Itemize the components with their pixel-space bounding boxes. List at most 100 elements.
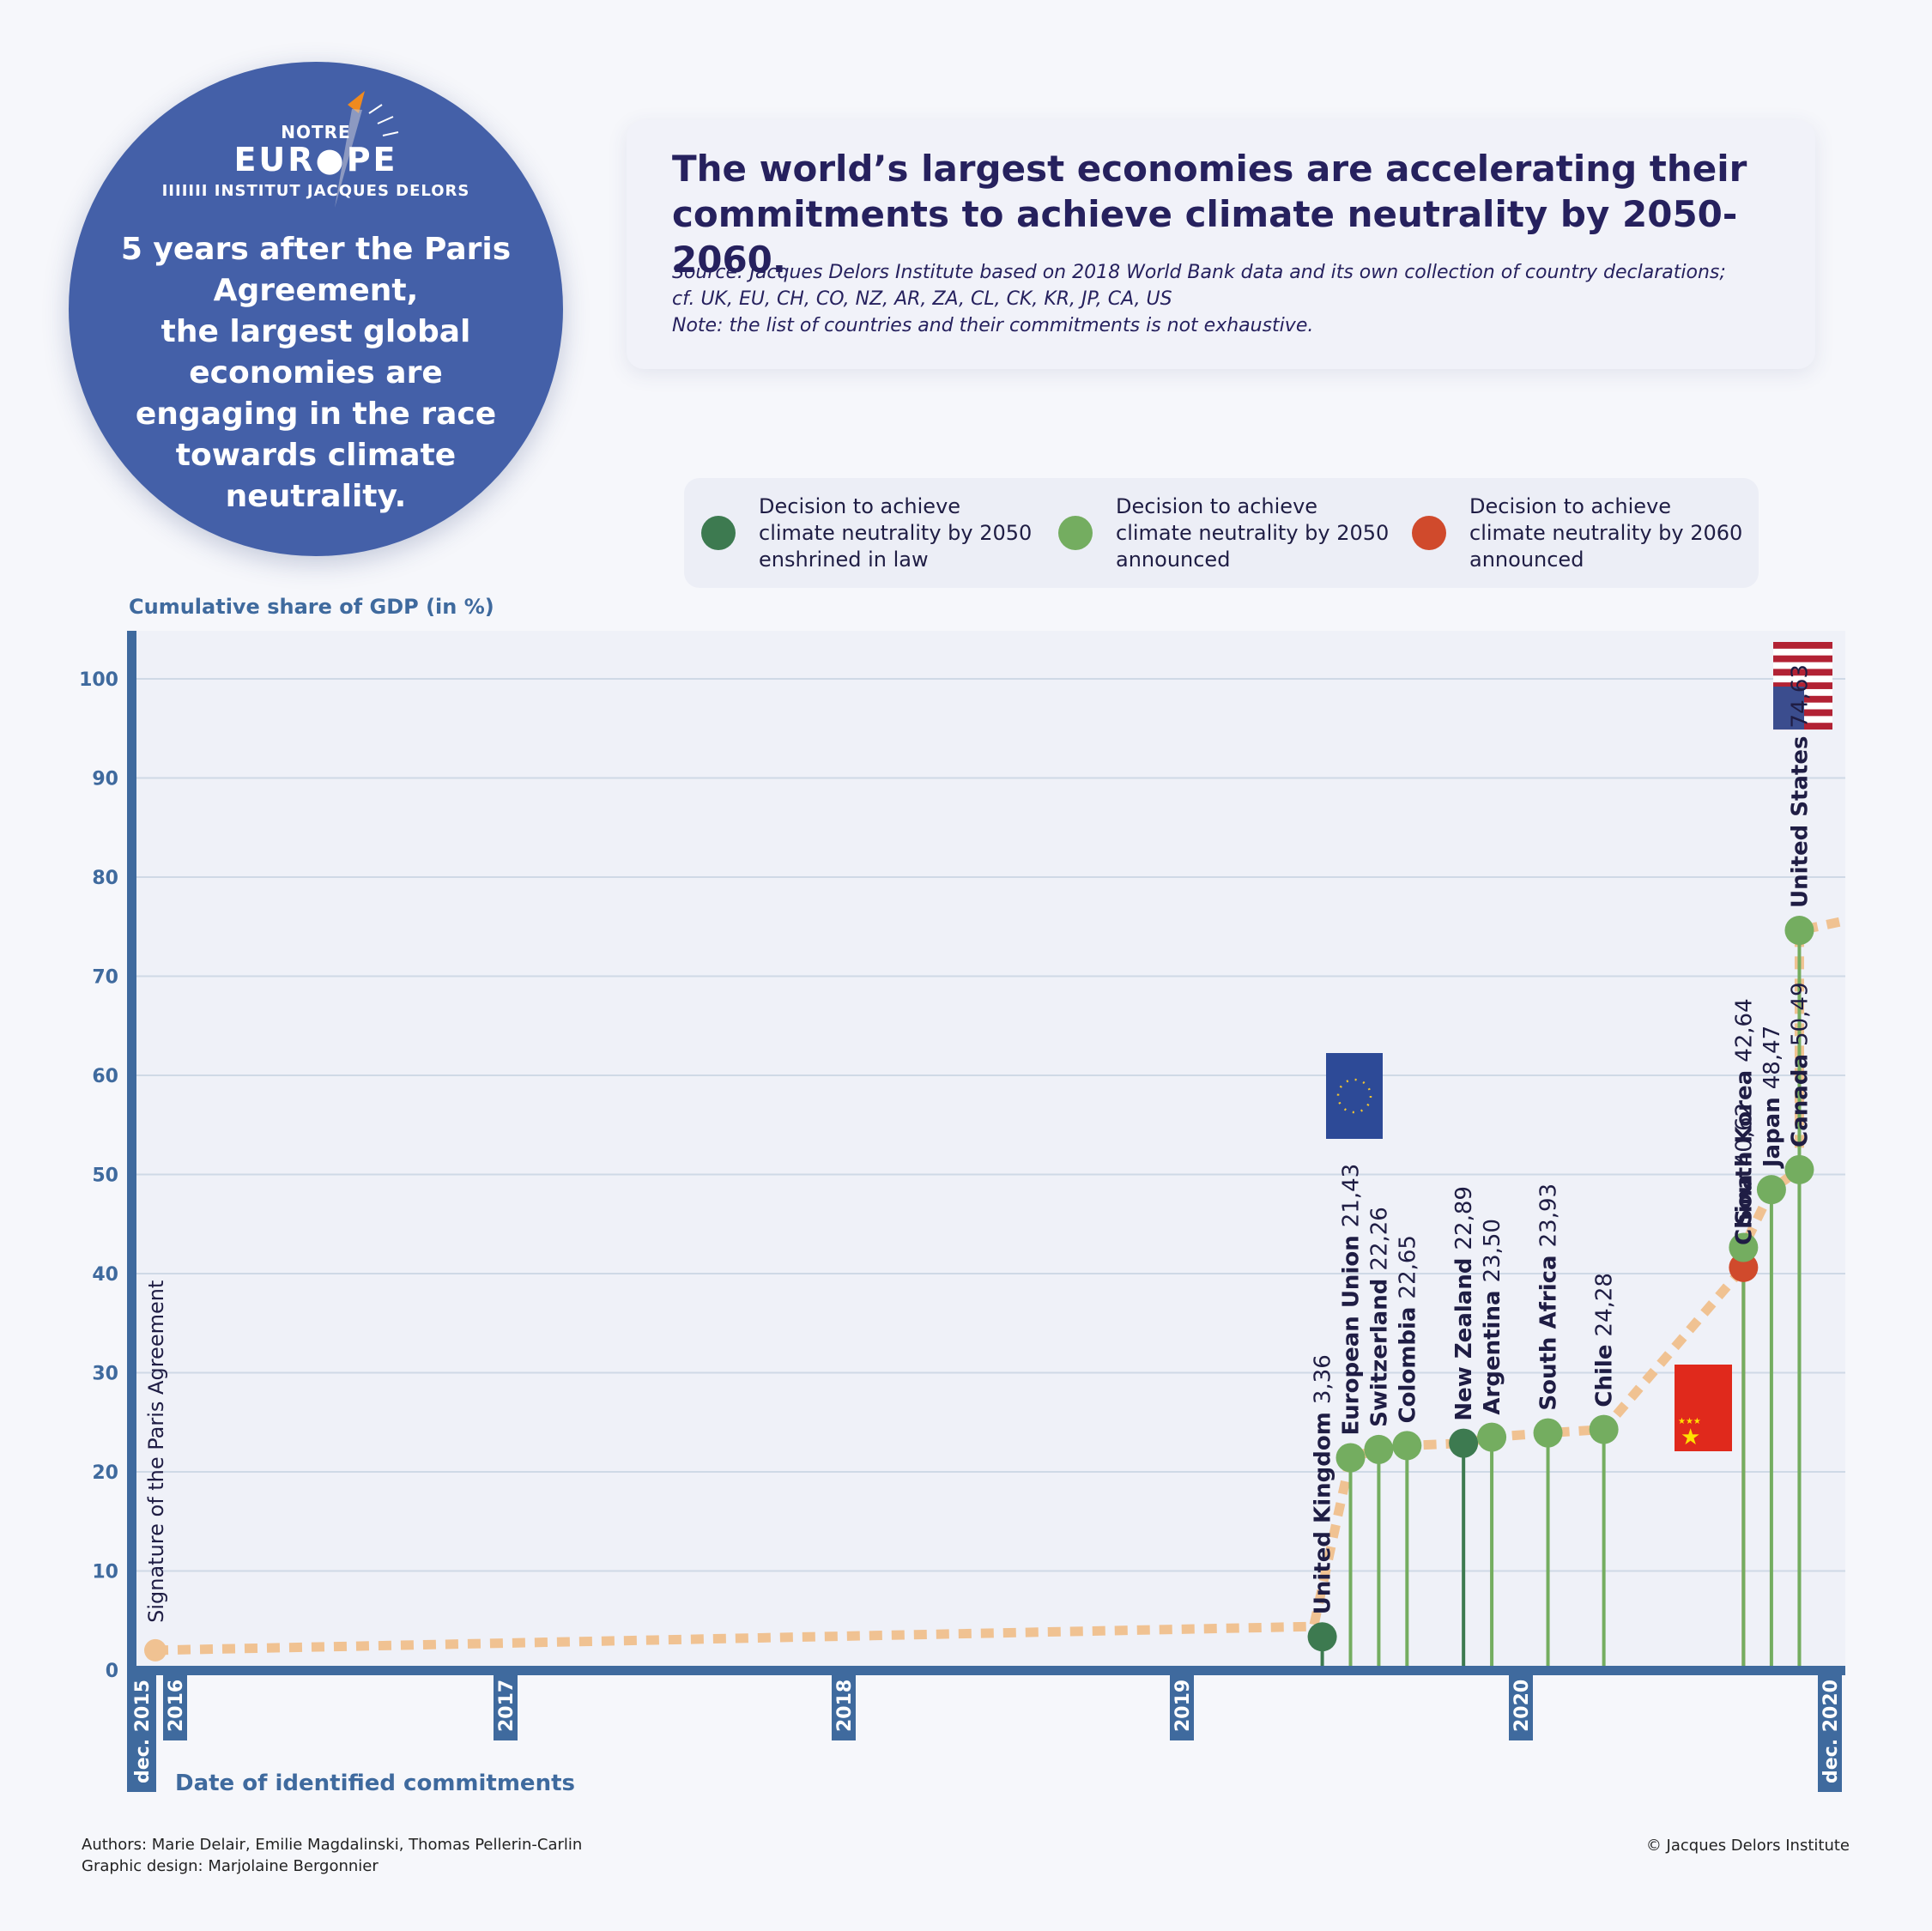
- logo-sub: IIIIIII INSTITUT JACQUES DELORS: [161, 182, 470, 200]
- gdp-share-value: 23,50: [1480, 1219, 1505, 1282]
- country-name: South Korea: [1731, 1062, 1757, 1226]
- country-name: Switzerland: [1366, 1271, 1392, 1427]
- x-tick-label: 2019: [1172, 1680, 1194, 1732]
- us-flag-stripe: [1773, 669, 1832, 676]
- point-south-africa: [1533, 1418, 1563, 1448]
- country-name: Chile: [1592, 1336, 1618, 1407]
- gdp-share-value: 23,93: [1536, 1183, 1562, 1247]
- gdp-share-value: 24,28: [1592, 1273, 1618, 1336]
- logo-main: EUR●PE: [233, 141, 398, 179]
- x-tick-label: dec. 2020: [1820, 1680, 1842, 1783]
- x-tick-label: 2017: [496, 1680, 518, 1732]
- gdp-share-value: 21,43: [1339, 1164, 1365, 1227]
- x-tick-label: 2016: [166, 1680, 187, 1732]
- svg-text:★: ★: [1681, 1425, 1700, 1450]
- legend-line: announced: [1469, 548, 1584, 572]
- point-china: [1729, 1252, 1759, 1282]
- point-label-south-africa: South Africa 23,93: [1536, 1183, 1562, 1411]
- y-tick-label: 60: [92, 1066, 118, 1087]
- country-name: Canada: [1787, 1046, 1813, 1147]
- legend-line: climate neutrality by 2060: [1469, 521, 1743, 545]
- point-colombia: [1392, 1431, 1422, 1461]
- legend-line: Decision to achieve: [1469, 494, 1672, 518]
- y-tick-labels: 0 10 20 30 40 50 60 70 80 90 100: [79, 669, 118, 1682]
- source-line: cf. UK, EU, CH, CO, NZ, AR, ZA, CL, CK, …: [672, 288, 1172, 310]
- y-tick-label: 50: [92, 1165, 118, 1187]
- x-tick-box: [1509, 1675, 1533, 1740]
- legend-law-text: Decision to achieve climate neutrality b…: [759, 493, 1032, 573]
- source-line: Source: Jacques Delors Institute based o…: [672, 262, 1726, 283]
- point-united-kingdom: [1307, 1622, 1337, 1652]
- point-switzerland: [1364, 1434, 1394, 1464]
- gdp-share-value: 3,36: [1311, 1354, 1336, 1404]
- stems: [1320, 930, 1802, 1670]
- logo-top: NOTRE: [281, 122, 351, 142]
- country-name: South Africa: [1536, 1247, 1562, 1410]
- x-tick-box: [832, 1675, 856, 1740]
- point-label-colombia: Colombia 22,65: [1395, 1235, 1420, 1423]
- country-name: European Union: [1339, 1227, 1365, 1435]
- tagline-line: neutrality.: [225, 479, 407, 514]
- tagline-line: Agreement,: [213, 273, 419, 308]
- legend-law-marker: [701, 516, 736, 550]
- gridlines: [136, 678, 1845, 1572]
- y-tick-label: 20: [92, 1462, 118, 1484]
- start-point-label: Signature of the Paris Agreement: [144, 1280, 168, 1623]
- gdp-share-value: 48,47: [1759, 1026, 1785, 1089]
- eu-flag-icon: [1326, 1053, 1383, 1139]
- credits: Authors: Marie Delair, Emilie Magdalinsk…: [82, 1834, 582, 1877]
- point-label-chile: Chile 24,28: [1592, 1273, 1618, 1407]
- tagline-line: towards climate: [175, 438, 457, 473]
- tagline-line: 5 years after the Paris: [120, 232, 512, 267]
- tagline-line: engaging in the race: [135, 396, 497, 432]
- legend-line: climate neutrality by 2050: [1116, 521, 1390, 545]
- plot-background: [130, 631, 1845, 1672]
- point-south-korea: [1729, 1232, 1759, 1262]
- gdp-share-value: 22,26: [1366, 1207, 1392, 1270]
- us-flag-stripe: [1773, 655, 1832, 663]
- point-label-united-states: United States 74,63: [1787, 664, 1813, 908]
- source-note: Source: Jacques Delors Institute based o…: [672, 259, 1796, 339]
- x-tick-label: 2020: [1511, 1680, 1533, 1732]
- y-tick-label: 40: [92, 1264, 118, 1286]
- legend-announced-2050-marker: [1058, 516, 1093, 550]
- source-line: Note: the list of countries and their co…: [672, 315, 1314, 336]
- svg-text:★★★: ★★★: [1678, 1417, 1701, 1426]
- legend-line: Decision to achieve: [759, 494, 961, 518]
- point-label-european-union: European Union 21,43: [1339, 1164, 1365, 1436]
- point-japan: [1756, 1175, 1786, 1205]
- point-label-canada: Canada 50,49: [1787, 983, 1813, 1147]
- point-label-new-zealand: New Zealand 22,89: [1451, 1186, 1477, 1421]
- point-united-states: [1784, 916, 1814, 946]
- legend-line: enshrined in law: [759, 548, 929, 572]
- us-flag-icon: [1773, 642, 1832, 730]
- gdp-share-value: 22,89: [1451, 1186, 1477, 1250]
- point-argentina: [1477, 1422, 1507, 1452]
- x-tick-box: [127, 1675, 156, 1792]
- us-flag-stripe: [1773, 642, 1832, 649]
- chart-title: The world’s largest economies are accele…: [672, 146, 1788, 282]
- y-tick-label: 70: [92, 967, 118, 989]
- data-points: [144, 916, 1814, 1662]
- legend-line: climate neutrality by 2050: [759, 521, 1033, 545]
- point-label-switzerland: Switzerland 22,26: [1366, 1207, 1392, 1427]
- point-european-union: [1335, 1443, 1366, 1473]
- point-new-zealand: [1449, 1428, 1479, 1458]
- country-name: China: [1731, 1166, 1757, 1245]
- point-label-argentina: Argentina 23,50: [1480, 1219, 1505, 1415]
- gdp-share-value: 42,64: [1731, 998, 1757, 1062]
- country-name: Japan: [1759, 1089, 1785, 1169]
- country-name: Argentina: [1480, 1282, 1505, 1414]
- copyright: © Jacques Delors Institute: [1645, 1837, 1850, 1855]
- tagline-line: the largest global: [160, 314, 471, 349]
- title-line: commitments to achieve climate neutralit…: [672, 193, 1738, 281]
- y-axis-title: Cumulative share of GDP (in %): [129, 595, 494, 619]
- x-tick-box: [163, 1675, 187, 1740]
- point-label-united-kingdom: United Kingdom 3,36: [1311, 1354, 1336, 1614]
- legend-line: announced: [1116, 548, 1231, 572]
- x-tick-box: [1818, 1675, 1842, 1792]
- intro-badge: NOTRE EUR●PE IIIIIII INSTITUT JACQUES DE…: [69, 62, 563, 556]
- y-tick-label: 90: [92, 769, 118, 790]
- point-canada: [1784, 1154, 1814, 1184]
